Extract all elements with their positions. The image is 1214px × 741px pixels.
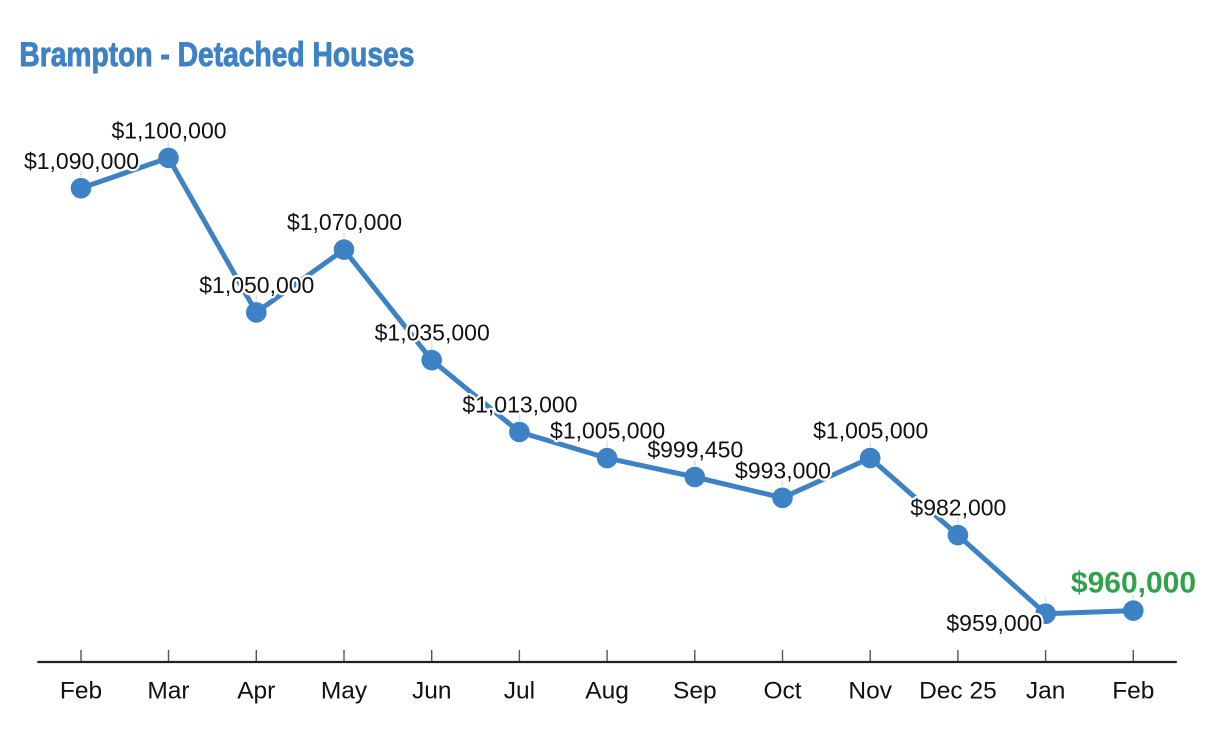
svg-text:Apr: Apr	[237, 678, 275, 705]
svg-text:Mar: Mar	[147, 678, 189, 705]
svg-text:Aug: Aug	[585, 678, 629, 705]
svg-text:Oct: Oct	[763, 678, 801, 705]
svg-text:$993,000: $993,000	[735, 457, 831, 483]
svg-text:$982,000: $982,000	[910, 495, 1006, 521]
svg-text:Brampton - Detached Houses: Brampton - Detached Houses	[19, 36, 414, 74]
svg-text:Dec 25: Dec 25	[919, 678, 997, 705]
svg-text:$1,050,000: $1,050,000	[199, 272, 314, 298]
svg-text:Sep: Sep	[673, 678, 717, 705]
svg-text:Jul: Jul	[504, 678, 535, 705]
svg-text:$1,005,000: $1,005,000	[813, 418, 928, 444]
svg-text:$1,013,000: $1,013,000	[462, 392, 577, 418]
svg-text:Nov: Nov	[848, 678, 892, 705]
svg-text:$1,100,000: $1,100,000	[111, 118, 226, 144]
svg-text:May: May	[321, 678, 368, 705]
svg-text:Feb: Feb	[1112, 678, 1154, 705]
svg-text:$999,450: $999,450	[647, 437, 743, 463]
svg-text:Feb: Feb	[60, 678, 102, 705]
svg-text:Jan: Jan	[1026, 678, 1066, 705]
svg-text:$959,000: $959,000	[946, 610, 1042, 636]
svg-text:$1,035,000: $1,035,000	[375, 320, 490, 346]
svg-text:$960,000: $960,000	[1071, 566, 1196, 599]
svg-text:$1,005,000: $1,005,000	[550, 418, 665, 444]
svg-text:$1,070,000: $1,070,000	[287, 209, 402, 235]
svg-text:$1,090,000: $1,090,000	[24, 148, 139, 174]
svg-text:Jun: Jun	[412, 678, 452, 705]
